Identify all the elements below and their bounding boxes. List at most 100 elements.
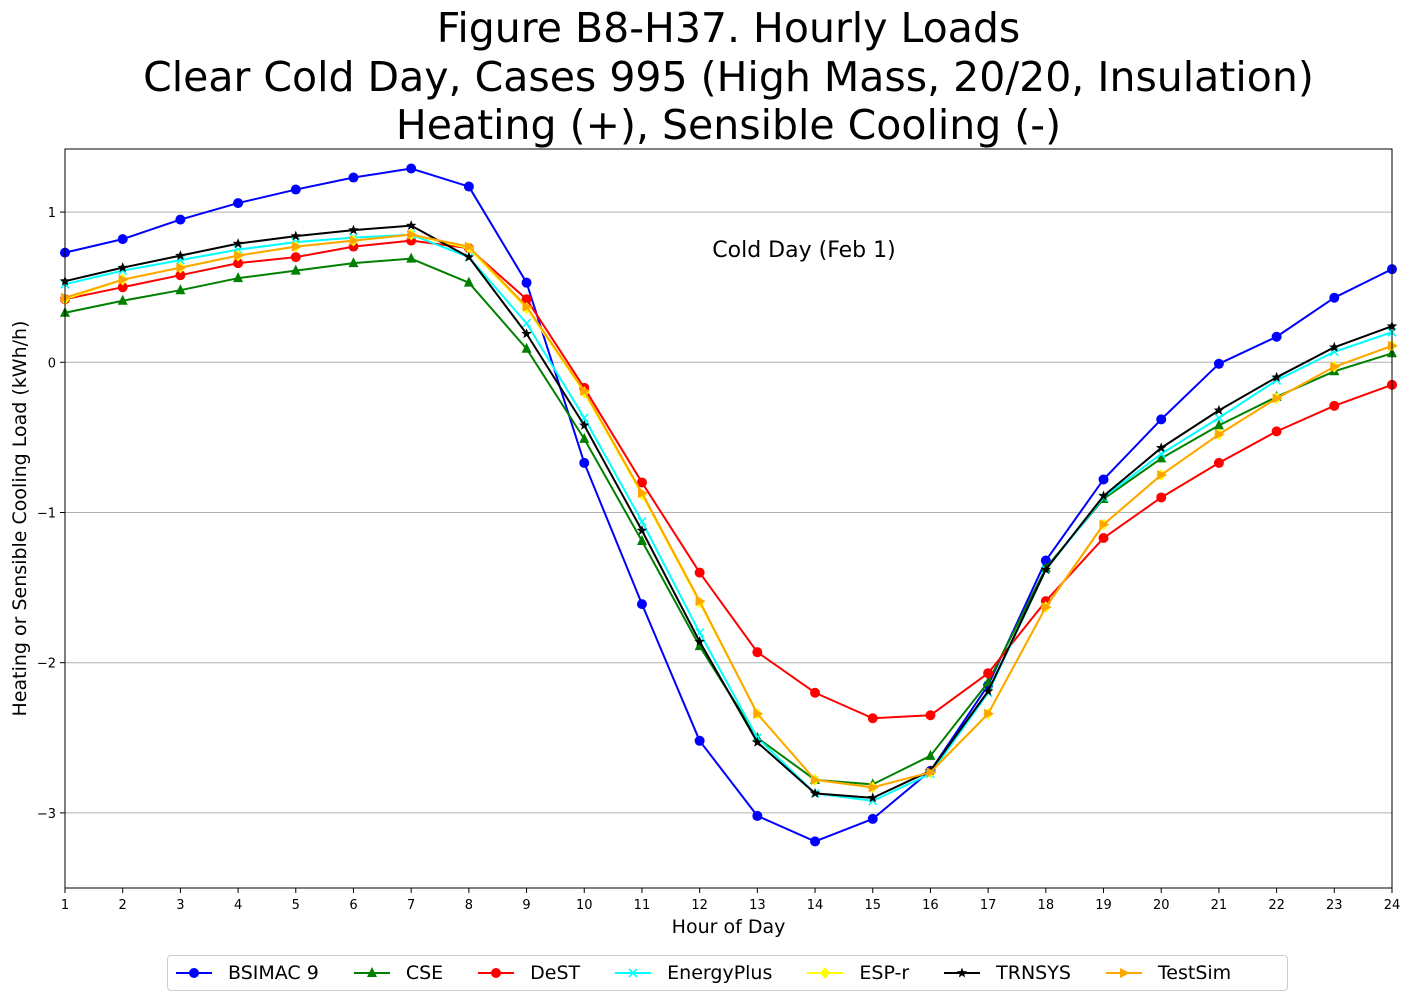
data-point-dest: [1156, 492, 1167, 503]
data-point-bsimac-9: [233, 198, 244, 209]
series-testsim: [61, 229, 1398, 793]
data-point-dest: [810, 687, 821, 698]
data-point-testsim: [926, 767, 937, 778]
data-point-testsim: [118, 274, 129, 285]
data-point-trnsys: [1155, 442, 1167, 453]
data-point-dest: [925, 710, 936, 721]
x-tick-label: 12: [691, 898, 708, 913]
data-point-bsimac-9: [810, 836, 821, 847]
data-point-bsimac-9: [463, 181, 474, 192]
grid-lines: [65, 211, 1392, 814]
x-tick-label: 3: [176, 898, 184, 913]
data-point-trnsys: [1040, 564, 1052, 575]
data-point-testsim: [1157, 469, 1168, 480]
chart-title: Figure B8-H37. Hourly Loads Clear Cold D…: [0, 4, 1410, 150]
legend-swatch-esp-r: [807, 967, 844, 979]
x-tick-label: 24: [1384, 898, 1401, 913]
plot-frame: [64, 148, 1393, 889]
series-cse: [60, 252, 1397, 789]
x-tick-label: 21: [1211, 898, 1228, 913]
data-point-cse: [463, 276, 474, 287]
series-line-energyplus: [64, 233, 1393, 802]
x-tick-label: 1: [61, 898, 69, 913]
series-line-dest: [64, 239, 1393, 720]
data-point-testsim: [984, 708, 995, 719]
x-tick-label: 14: [807, 898, 824, 913]
data-point-dest: [175, 270, 186, 281]
data-point-testsim: [464, 241, 475, 252]
data-point-cse: [290, 264, 301, 275]
data-point-bsimac-9: [1156, 414, 1167, 425]
data-point-trnsys: [1098, 490, 1109, 501]
x-tick-label: 8: [465, 898, 473, 913]
data-point-testsim: [811, 774, 822, 785]
x-tick-label: 10: [576, 898, 593, 913]
chart-title-line-2: Clear Cold Day, Cases 995 (High Mass, 20…: [143, 52, 1314, 101]
data-point-dest: [867, 713, 878, 724]
x-tick-label: 5: [292, 898, 300, 913]
data-point-bsimac-9: [579, 457, 590, 468]
data-point-dest: [290, 252, 301, 263]
series-lines: [59, 163, 1398, 847]
data-point-bsimac-9: [290, 184, 301, 195]
y-tick-label: 0: [48, 356, 56, 371]
data-point-trnsys: [1213, 404, 1225, 415]
data-point-bsimac-9: [1213, 358, 1224, 369]
data-point-testsim: [1272, 393, 1283, 404]
x-tick-label: 6: [349, 898, 357, 913]
data-point-bsimac-9: [867, 813, 878, 824]
legend-swatch-cse: [353, 967, 390, 977]
data-point-testsim: [1388, 340, 1398, 351]
data-point-testsim: [61, 292, 71, 303]
series-line-testsim: [64, 233, 1393, 789]
data-point-bsimac-9: [175, 214, 186, 225]
data-point-trnsys: [232, 238, 244, 249]
data-point-trnsys: [867, 792, 878, 803]
data-point-testsim: [1330, 361, 1341, 372]
series-bsimac-9: [60, 163, 1397, 847]
legend-label: CSE: [405, 962, 444, 984]
data-point-trnsys: [809, 787, 821, 798]
data-point-testsim: [637, 487, 648, 498]
data-point-trnsys: [405, 220, 417, 231]
chart-title-line-1: Figure B8-H37. Hourly Loads: [436, 4, 1021, 52]
chart-title-line-3: Heating (+), Sensible Cooling (-): [395, 101, 1062, 149]
data-point-dest: [117, 282, 128, 293]
data-point-cse: [233, 272, 244, 283]
data-point-cse: [117, 294, 128, 305]
data-point-trnsys: [348, 224, 359, 235]
data-point-testsim: [1099, 519, 1110, 530]
x-axis-label: Hour of Day: [672, 916, 786, 938]
data-point-testsim: [695, 596, 706, 607]
data-point-cse: [348, 257, 359, 268]
data-point-trnsys: [636, 525, 648, 535]
x-tick-label: 17: [980, 898, 997, 913]
line-chart: 10−1−2−31 2 3 4 5 6 7 8 9 10 11 12 13 14 15 16 17 18 19 20 2…: [9, 148, 1401, 938]
data-point-bsimac-9: [1271, 331, 1282, 342]
data-point-cse: [175, 284, 186, 295]
data-point-cse: [636, 535, 647, 546]
data-point-dest: [1271, 426, 1282, 437]
chart-annotation: Cold Day (Feb 1): [712, 238, 895, 263]
data-point-bsimac-9: [348, 172, 359, 183]
legend-swatch-trnsys: [944, 967, 981, 978]
x-tick-label: 2: [119, 898, 127, 913]
series-line-trnsys: [64, 224, 1393, 799]
data-point-trnsys: [1271, 371, 1282, 382]
legend-label: BSIMAC 9: [228, 962, 319, 984]
series-esp-r: [60, 228, 1397, 794]
data-point-cse: [925, 749, 936, 760]
data-point-bsimac-9: [1098, 474, 1109, 485]
data-point-bsimac-9: [636, 599, 647, 610]
x-tick-label: 11: [634, 898, 651, 913]
x-tick-label: 20: [1153, 898, 1170, 913]
data-point-trnsys: [521, 328, 532, 339]
x-tick-label: 18: [1038, 898, 1055, 913]
data-point-energyplus: [521, 318, 532, 328]
data-point-bsimac-9: [694, 735, 705, 746]
legend-label: TestSim: [1157, 962, 1232, 984]
legend-item-dest: DeST: [476, 962, 580, 984]
legend-label: EnergyPlus: [667, 962, 773, 984]
data-point-testsim: [1214, 429, 1225, 440]
legend-swatch-energyplus: [615, 968, 652, 978]
